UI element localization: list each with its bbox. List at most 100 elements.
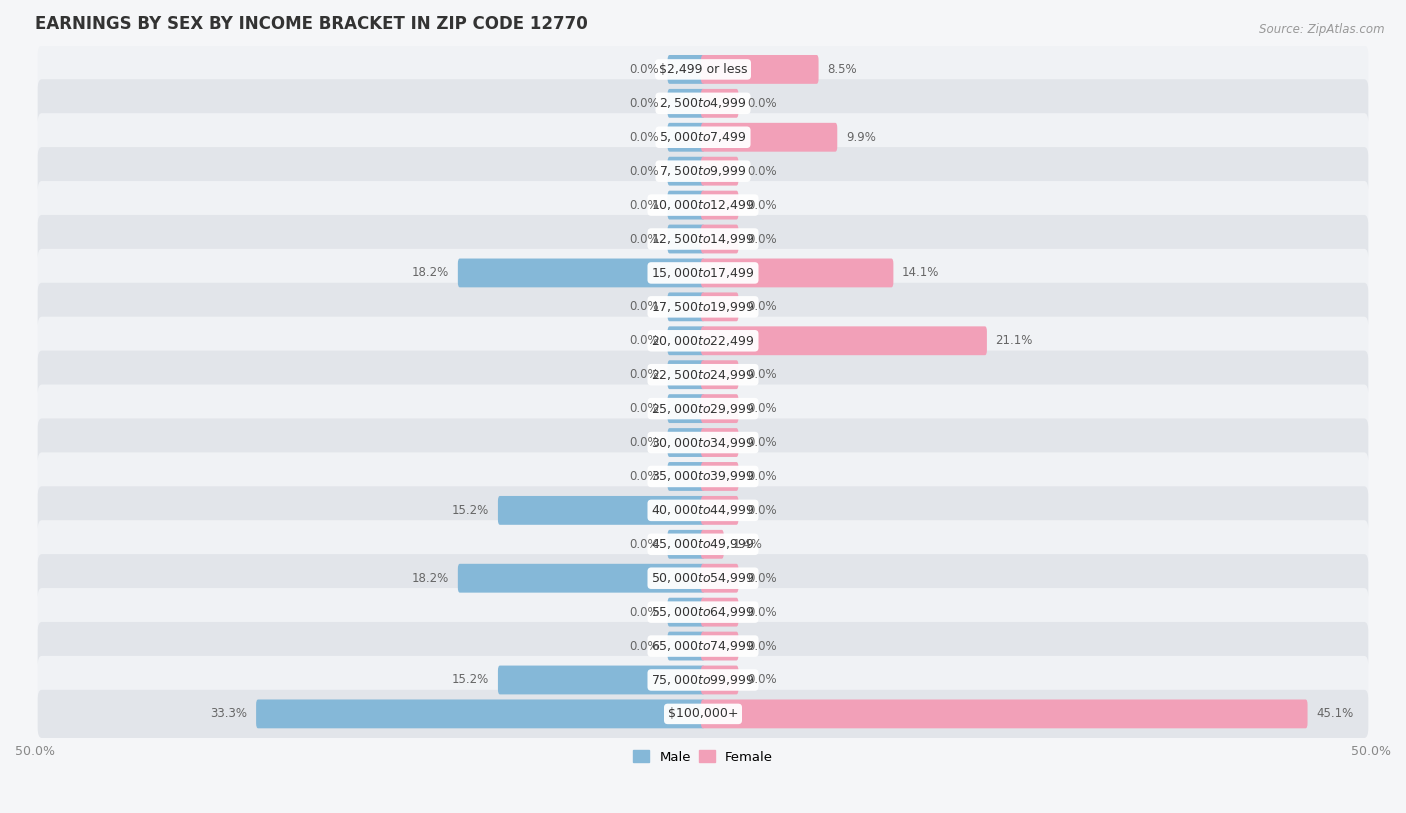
Text: 0.0%: 0.0% bbox=[747, 97, 776, 110]
Text: 18.2%: 18.2% bbox=[412, 572, 449, 585]
FancyBboxPatch shape bbox=[702, 666, 738, 694]
FancyBboxPatch shape bbox=[38, 46, 1368, 93]
FancyBboxPatch shape bbox=[668, 632, 704, 660]
Text: $15,000 to $17,499: $15,000 to $17,499 bbox=[651, 266, 755, 280]
Text: 18.2%: 18.2% bbox=[412, 267, 449, 280]
FancyBboxPatch shape bbox=[702, 224, 738, 254]
FancyBboxPatch shape bbox=[702, 259, 893, 287]
FancyBboxPatch shape bbox=[702, 563, 738, 593]
Text: $100,000+: $100,000+ bbox=[668, 707, 738, 720]
FancyBboxPatch shape bbox=[702, 123, 837, 152]
FancyBboxPatch shape bbox=[668, 224, 704, 254]
Text: $5,000 to $7,499: $5,000 to $7,499 bbox=[659, 130, 747, 144]
Text: 15.2%: 15.2% bbox=[451, 673, 489, 686]
Text: 0.0%: 0.0% bbox=[630, 300, 659, 313]
Text: $30,000 to $34,999: $30,000 to $34,999 bbox=[651, 436, 755, 450]
Text: 0.0%: 0.0% bbox=[630, 606, 659, 619]
FancyBboxPatch shape bbox=[38, 385, 1368, 433]
FancyBboxPatch shape bbox=[702, 191, 738, 220]
Text: $10,000 to $12,499: $10,000 to $12,499 bbox=[651, 198, 755, 212]
FancyBboxPatch shape bbox=[38, 79, 1368, 128]
FancyBboxPatch shape bbox=[702, 157, 738, 185]
FancyBboxPatch shape bbox=[702, 530, 724, 559]
Text: $45,000 to $49,999: $45,000 to $49,999 bbox=[651, 537, 755, 551]
Text: $22,500 to $24,999: $22,500 to $24,999 bbox=[651, 367, 755, 381]
Text: 1.4%: 1.4% bbox=[733, 537, 762, 550]
Text: 0.0%: 0.0% bbox=[747, 673, 776, 686]
Text: 0.0%: 0.0% bbox=[747, 504, 776, 517]
Text: 0.0%: 0.0% bbox=[630, 198, 659, 211]
FancyBboxPatch shape bbox=[38, 554, 1368, 602]
Text: 0.0%: 0.0% bbox=[747, 572, 776, 585]
FancyBboxPatch shape bbox=[256, 699, 704, 728]
FancyBboxPatch shape bbox=[668, 394, 704, 423]
Text: $75,000 to $99,999: $75,000 to $99,999 bbox=[651, 673, 755, 687]
Text: 15.2%: 15.2% bbox=[451, 504, 489, 517]
Text: 0.0%: 0.0% bbox=[630, 470, 659, 483]
Text: 0.0%: 0.0% bbox=[747, 640, 776, 653]
FancyBboxPatch shape bbox=[38, 350, 1368, 399]
FancyBboxPatch shape bbox=[668, 462, 704, 491]
FancyBboxPatch shape bbox=[38, 283, 1368, 331]
Text: 0.0%: 0.0% bbox=[747, 368, 776, 381]
Text: Source: ZipAtlas.com: Source: ZipAtlas.com bbox=[1260, 23, 1385, 36]
Text: 9.9%: 9.9% bbox=[846, 131, 876, 144]
FancyBboxPatch shape bbox=[498, 496, 704, 525]
Text: 0.0%: 0.0% bbox=[630, 63, 659, 76]
FancyBboxPatch shape bbox=[702, 293, 738, 321]
Text: 0.0%: 0.0% bbox=[630, 165, 659, 178]
Text: 0.0%: 0.0% bbox=[630, 97, 659, 110]
Text: $20,000 to $22,499: $20,000 to $22,499 bbox=[651, 334, 755, 348]
FancyBboxPatch shape bbox=[702, 428, 738, 457]
Text: 0.0%: 0.0% bbox=[747, 233, 776, 246]
Text: $25,000 to $29,999: $25,000 to $29,999 bbox=[651, 402, 755, 415]
FancyBboxPatch shape bbox=[38, 181, 1368, 229]
FancyBboxPatch shape bbox=[702, 326, 987, 355]
Text: 0.0%: 0.0% bbox=[630, 537, 659, 550]
FancyBboxPatch shape bbox=[668, 157, 704, 185]
Text: 45.1%: 45.1% bbox=[1316, 707, 1354, 720]
FancyBboxPatch shape bbox=[38, 249, 1368, 297]
Text: 0.0%: 0.0% bbox=[747, 436, 776, 449]
FancyBboxPatch shape bbox=[38, 419, 1368, 467]
Text: $2,500 to $4,999: $2,500 to $4,999 bbox=[659, 96, 747, 111]
Text: 0.0%: 0.0% bbox=[630, 131, 659, 144]
Text: $17,500 to $19,999: $17,500 to $19,999 bbox=[651, 300, 755, 314]
FancyBboxPatch shape bbox=[702, 360, 738, 389]
FancyBboxPatch shape bbox=[702, 496, 738, 525]
FancyBboxPatch shape bbox=[668, 598, 704, 627]
FancyBboxPatch shape bbox=[38, 622, 1368, 670]
FancyBboxPatch shape bbox=[38, 486, 1368, 534]
FancyBboxPatch shape bbox=[38, 588, 1368, 637]
Text: 0.0%: 0.0% bbox=[630, 402, 659, 415]
FancyBboxPatch shape bbox=[38, 656, 1368, 704]
Text: $35,000 to $39,999: $35,000 to $39,999 bbox=[651, 469, 755, 484]
Text: EARNINGS BY SEX BY INCOME BRACKET IN ZIP CODE 12770: EARNINGS BY SEX BY INCOME BRACKET IN ZIP… bbox=[35, 15, 588, 33]
Text: 0.0%: 0.0% bbox=[630, 334, 659, 347]
FancyBboxPatch shape bbox=[38, 452, 1368, 501]
FancyBboxPatch shape bbox=[668, 89, 704, 118]
FancyBboxPatch shape bbox=[38, 520, 1368, 568]
FancyBboxPatch shape bbox=[38, 147, 1368, 195]
Text: 0.0%: 0.0% bbox=[747, 402, 776, 415]
FancyBboxPatch shape bbox=[668, 293, 704, 321]
FancyBboxPatch shape bbox=[668, 123, 704, 152]
FancyBboxPatch shape bbox=[668, 55, 704, 84]
Text: 0.0%: 0.0% bbox=[747, 300, 776, 313]
FancyBboxPatch shape bbox=[702, 394, 738, 423]
FancyBboxPatch shape bbox=[668, 530, 704, 559]
Text: 0.0%: 0.0% bbox=[630, 436, 659, 449]
FancyBboxPatch shape bbox=[702, 55, 818, 84]
FancyBboxPatch shape bbox=[702, 89, 738, 118]
Text: $2,499 or less: $2,499 or less bbox=[659, 63, 747, 76]
Text: $40,000 to $44,999: $40,000 to $44,999 bbox=[651, 503, 755, 517]
Text: $7,500 to $9,999: $7,500 to $9,999 bbox=[659, 164, 747, 178]
FancyBboxPatch shape bbox=[38, 689, 1368, 738]
FancyBboxPatch shape bbox=[458, 563, 704, 593]
FancyBboxPatch shape bbox=[498, 666, 704, 694]
Text: 0.0%: 0.0% bbox=[630, 368, 659, 381]
FancyBboxPatch shape bbox=[668, 191, 704, 220]
Text: 21.1%: 21.1% bbox=[995, 334, 1033, 347]
FancyBboxPatch shape bbox=[702, 598, 738, 627]
FancyBboxPatch shape bbox=[702, 462, 738, 491]
